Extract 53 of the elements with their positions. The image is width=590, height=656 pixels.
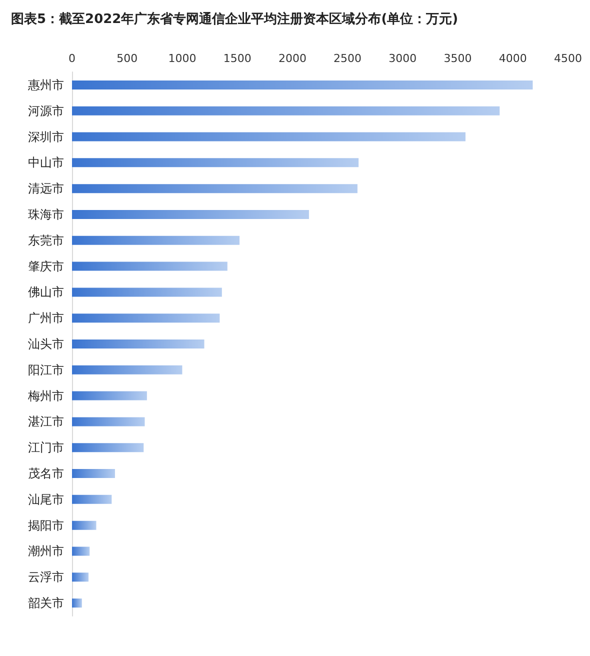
x-tick-label: 4000	[498, 52, 527, 65]
bar	[72, 469, 115, 478]
bar	[72, 262, 228, 271]
y-tick-label: 潮州市	[28, 544, 64, 558]
bar	[72, 236, 240, 245]
y-tick-label: 湛江市	[28, 414, 64, 429]
y-tick-label: 肇庆市	[28, 259, 64, 274]
bar	[72, 494, 112, 504]
y-tick-label: 珠海市	[28, 207, 64, 222]
x-tick-label: 3500	[444, 52, 472, 65]
bar	[72, 340, 204, 348]
y-tick-label: 河源市	[28, 104, 64, 118]
chart-title: 图表5：截至2022年广东省专网通信企业平均注册资本区域分布(单位：万元)	[11, 11, 458, 27]
x-tick-label: 3000	[388, 52, 417, 65]
y-tick-label: 东莞市	[28, 233, 64, 248]
y-tick-label: 清远市	[28, 182, 64, 196]
y-tick-label: 中山市	[28, 156, 64, 170]
y-tick-label: 揭阳市	[28, 518, 64, 532]
bar	[72, 417, 145, 426]
bar	[72, 365, 182, 374]
y-tick-label: 深圳市	[28, 130, 64, 144]
bar	[72, 132, 466, 142]
bar	[72, 572, 89, 582]
x-tick-label: 2500	[334, 52, 362, 65]
y-tick-label: 佛山市	[28, 285, 64, 300]
y-tick-label: 江门市	[28, 440, 64, 455]
x-tick-label: 500	[116, 52, 138, 65]
x-tick-label: 2000	[278, 52, 306, 65]
bar	[72, 288, 222, 297]
y-tick-label: 云浮市	[28, 570, 64, 584]
bar	[72, 80, 533, 90]
y-tick-label: 茂名市	[28, 466, 64, 481]
y-tick-label: 阳江市	[28, 362, 64, 377]
y-tick-label: 梅州市	[27, 388, 64, 403]
bar	[72, 106, 500, 116]
x-tick-label: 0	[68, 52, 76, 65]
y-tick-label: 广州市	[28, 311, 64, 326]
x-tick-label: 1500	[223, 52, 252, 65]
y-tick-label: 韶关市	[28, 596, 64, 610]
bar	[72, 598, 82, 608]
bar	[72, 391, 147, 400]
bar	[72, 158, 359, 168]
bar	[72, 314, 220, 323]
bar	[72, 184, 358, 194]
y-tick-label: 汕尾市	[28, 492, 64, 506]
bar	[72, 520, 96, 530]
x-tick-label: 4500	[554, 52, 582, 65]
y-tick-label: 汕头市	[28, 337, 64, 351]
y-tick-label: 惠州市	[27, 78, 64, 92]
bar	[72, 546, 90, 556]
x-tick-label: 1000	[168, 52, 196, 65]
bar	[72, 210, 309, 219]
bar	[72, 443, 144, 452]
